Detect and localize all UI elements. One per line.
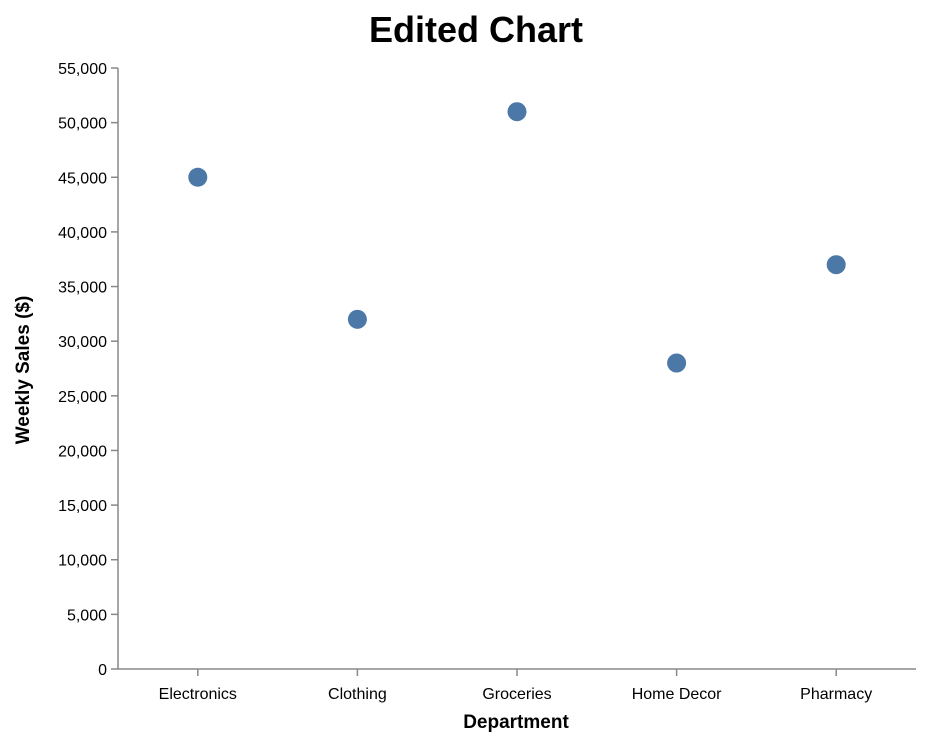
data-point[interactable] [507, 102, 527, 122]
data-point[interactable] [667, 353, 687, 373]
x-tick-label: Clothing [328, 686, 387, 703]
y-tick-label: 5,000 [67, 607, 107, 624]
data-point[interactable] [347, 309, 367, 329]
y-tick-label: 40,000 [58, 225, 107, 242]
x-axis-title: Department [463, 712, 569, 733]
y-axis-ticks: 0 5,000 10,000 15,000 20,000 25,000 30,000 35,0… [58, 61, 118, 679]
y-tick-label: 35,000 [58, 280, 107, 297]
y-tick-label: 10,000 [58, 553, 107, 570]
y-tick-label: 25,000 [58, 389, 107, 406]
data-point[interactable] [826, 255, 846, 275]
y-tick-label: 0 [98, 662, 107, 679]
y-tick-label: 50,000 [58, 116, 107, 133]
y-tick-label: 30,000 [58, 334, 107, 351]
x-tick-label: Pharmacy [800, 686, 872, 703]
x-tick-label: Home Decor [632, 686, 722, 703]
y-tick-label: 55,000 [58, 61, 107, 78]
data-points [188, 102, 846, 373]
x-tick-label: Electronics [159, 686, 237, 703]
x-axis-ticks: Electronics Clothing Groceries Home Decor Ph… [159, 669, 872, 703]
x-tick-label: Groceries [482, 686, 551, 703]
y-tick-label: 45,000 [58, 170, 107, 187]
chart-title: Edited Chart [369, 9, 583, 50]
y-tick-label: 15,000 [58, 498, 107, 515]
data-point[interactable] [188, 167, 208, 187]
y-tick-label: 20,000 [58, 443, 107, 460]
y-axis-title: Weekly Sales ($) [13, 296, 34, 445]
